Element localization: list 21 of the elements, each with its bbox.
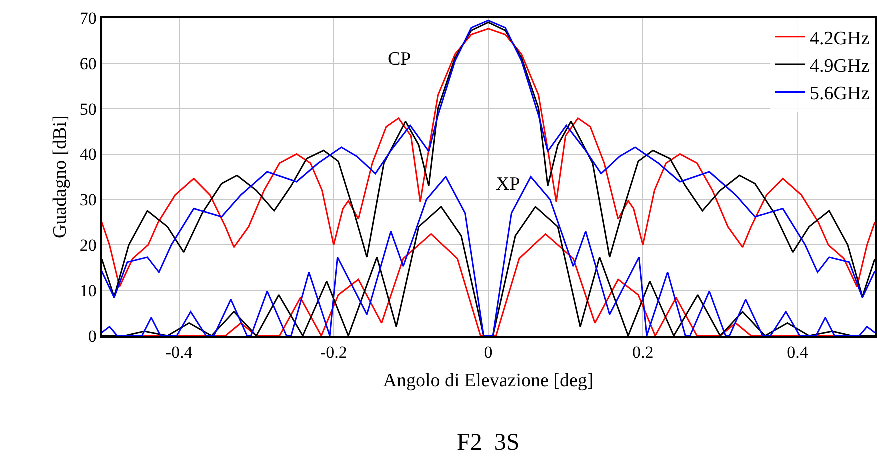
legend-label: 5.6GHz [810, 84, 870, 105]
y-tick-label: 30 [80, 190, 97, 210]
legend-label: 4.2GHz [810, 28, 870, 50]
y-axis-title: Guadagno [dBi] [50, 116, 72, 238]
x-tick-label: -0.2 [320, 343, 348, 362]
x-axis-title: Angolo di Elevazione [deg] [383, 370, 594, 392]
y-tick-label: 60 [80, 54, 97, 74]
legend-label: 4.9GHz [810, 56, 870, 77]
y-tick-label: 40 [80, 145, 97, 164]
text: F2 3S [457, 430, 520, 456]
y-tick-label: 0 [88, 326, 97, 346]
y-tick-label: 50 [80, 100, 97, 119]
x-tick-label: 0.2 [632, 343, 654, 362]
x-tick-label: -0.4 [166, 343, 194, 362]
x-tick-label: 0 [484, 343, 493, 362]
y-tick-label: 20 [80, 236, 97, 256]
x-tick-label: 0.4 [787, 343, 809, 362]
annotation: XP [496, 174, 520, 195]
y-tick-label: 10 [80, 282, 97, 301]
annotation: CP [388, 49, 412, 70]
y-tick-label: 70 [80, 8, 97, 28]
